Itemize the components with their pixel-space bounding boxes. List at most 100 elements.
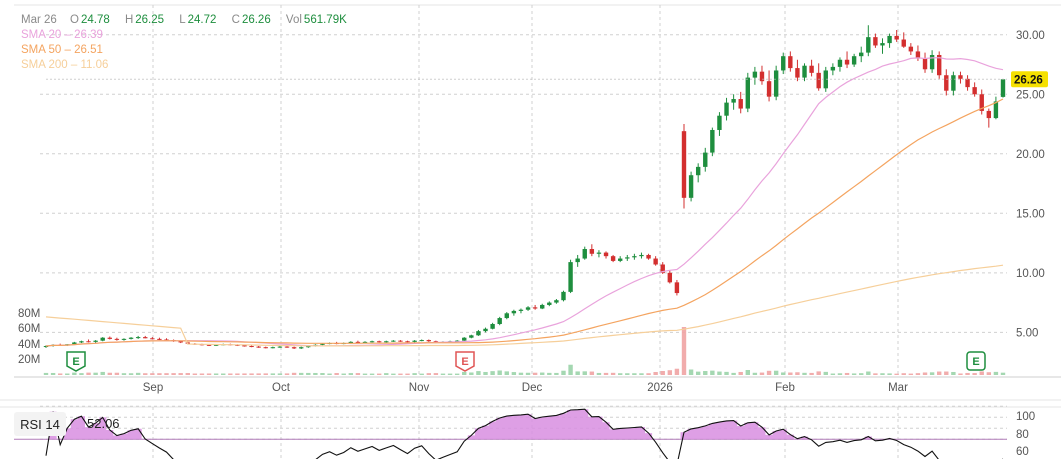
volume-bar [575, 371, 580, 375]
volume-bar [618, 373, 623, 375]
earnings-marker[interactable]: E [455, 351, 475, 372]
candle-body [894, 35, 899, 40]
date-label: Mar 26 [21, 14, 57, 26]
candle-body [114, 338, 120, 340]
rsi-value: 52.06 [87, 416, 120, 431]
volume-bar [979, 371, 984, 375]
candle-body [922, 58, 928, 70]
volume-bar [866, 371, 871, 375]
candle-body [270, 347, 276, 349]
candle-body [419, 340, 424, 342]
candle-body [532, 307, 538, 309]
sma20-line [45, 57, 1004, 347]
volume-bar [433, 373, 439, 375]
candle-body [277, 346, 283, 348]
month-label: Sep [143, 382, 163, 394]
volume-bar [632, 373, 637, 375]
candle-body [454, 340, 460, 342]
candle-body [476, 331, 481, 336]
price-tick-label: 15.00 [1016, 208, 1045, 220]
volume-bar [462, 371, 467, 375]
rsi-indicator-label[interactable]: RSI 14 [14, 412, 66, 436]
volume-bar [965, 372, 970, 375]
candle-body [738, 99, 743, 109]
month-label: 2026 [647, 382, 673, 394]
volume-bar [284, 373, 290, 375]
volume-bar [291, 372, 297, 375]
sma200-row[interactable]: SMA 200 – 11.06 [21, 59, 109, 71]
candle-body [596, 252, 602, 254]
volume-bar [667, 370, 673, 375]
month-label: Mar [888, 382, 908, 394]
volume-bar [625, 373, 630, 375]
candle-body [809, 65, 814, 73]
candle-body [362, 341, 368, 343]
candle-body [72, 342, 77, 345]
sma200-label: SMA 200 [21, 59, 68, 71]
candle-body [100, 337, 105, 341]
volume-bar [781, 372, 786, 375]
earnings-marker[interactable]: E [966, 351, 986, 371]
candle-body [568, 262, 573, 292]
candle-body [972, 87, 977, 95]
candle-body [703, 152, 708, 167]
candle-body [944, 75, 949, 91]
volume-bar [199, 373, 205, 375]
candle-body [632, 256, 637, 258]
volume-bar [568, 364, 573, 375]
volume-tick-label: 80M [18, 308, 40, 320]
volume-bar [57, 373, 63, 375]
volume-bar [554, 372, 559, 375]
earnings-marker[interactable]: E [66, 351, 86, 372]
sma200-line [45, 264, 1004, 347]
candle-body [773, 70, 779, 97]
candle-body [525, 307, 531, 310]
candle-body [150, 338, 155, 340]
volume-tick-label: 60M [18, 323, 40, 335]
volume-bar [710, 370, 715, 375]
candle-body [164, 339, 169, 341]
volume-bar [369, 373, 375, 375]
volume-bar [79, 373, 84, 375]
volume-bar [603, 372, 609, 375]
candle-body [320, 343, 325, 345]
volume-bar [206, 373, 212, 375]
volume-bar [213, 373, 219, 375]
volume-bar [348, 373, 354, 375]
volume-bar [717, 371, 722, 375]
candle-body [830, 66, 836, 71]
earnings-marker-box [455, 351, 475, 372]
volume-bar [752, 372, 758, 375]
volume-bar [646, 373, 651, 375]
volume-bar [306, 372, 311, 375]
sma50-label: SMA 50 [21, 44, 62, 56]
volume-bar [880, 373, 885, 375]
volume-bar [341, 373, 346, 375]
volume-bar [724, 371, 729, 375]
sma200-value: 11.06 [80, 59, 109, 71]
chart-legend: Mar 26 O 24.78 H 26.25 L 24.72 C 26.26 Vol 56… [21, 13, 359, 73]
volume-bar [362, 373, 368, 375]
candle-body [490, 324, 495, 329]
volume-bar [150, 373, 155, 375]
volume-bar [447, 373, 453, 375]
candle-body [816, 72, 821, 89]
sma20-row[interactable]: SMA 20 – 26.39 [21, 29, 103, 41]
volume-bar [270, 373, 276, 375]
candle-body [908, 46, 914, 52]
close-label: C [231, 14, 240, 26]
low-label: L [179, 14, 186, 26]
candle-body [469, 335, 474, 338]
candle-body [795, 68, 800, 78]
sma50-row[interactable]: SMA 50 – 26.51 [21, 44, 103, 56]
volume-bar [277, 373, 283, 375]
candle-body [299, 347, 304, 349]
volume-bar [653, 372, 658, 375]
volume-bar [107, 372, 112, 375]
candle-body [376, 341, 382, 343]
candle-body [781, 56, 786, 71]
candle-body [873, 37, 878, 46]
candle-body [284, 346, 290, 348]
